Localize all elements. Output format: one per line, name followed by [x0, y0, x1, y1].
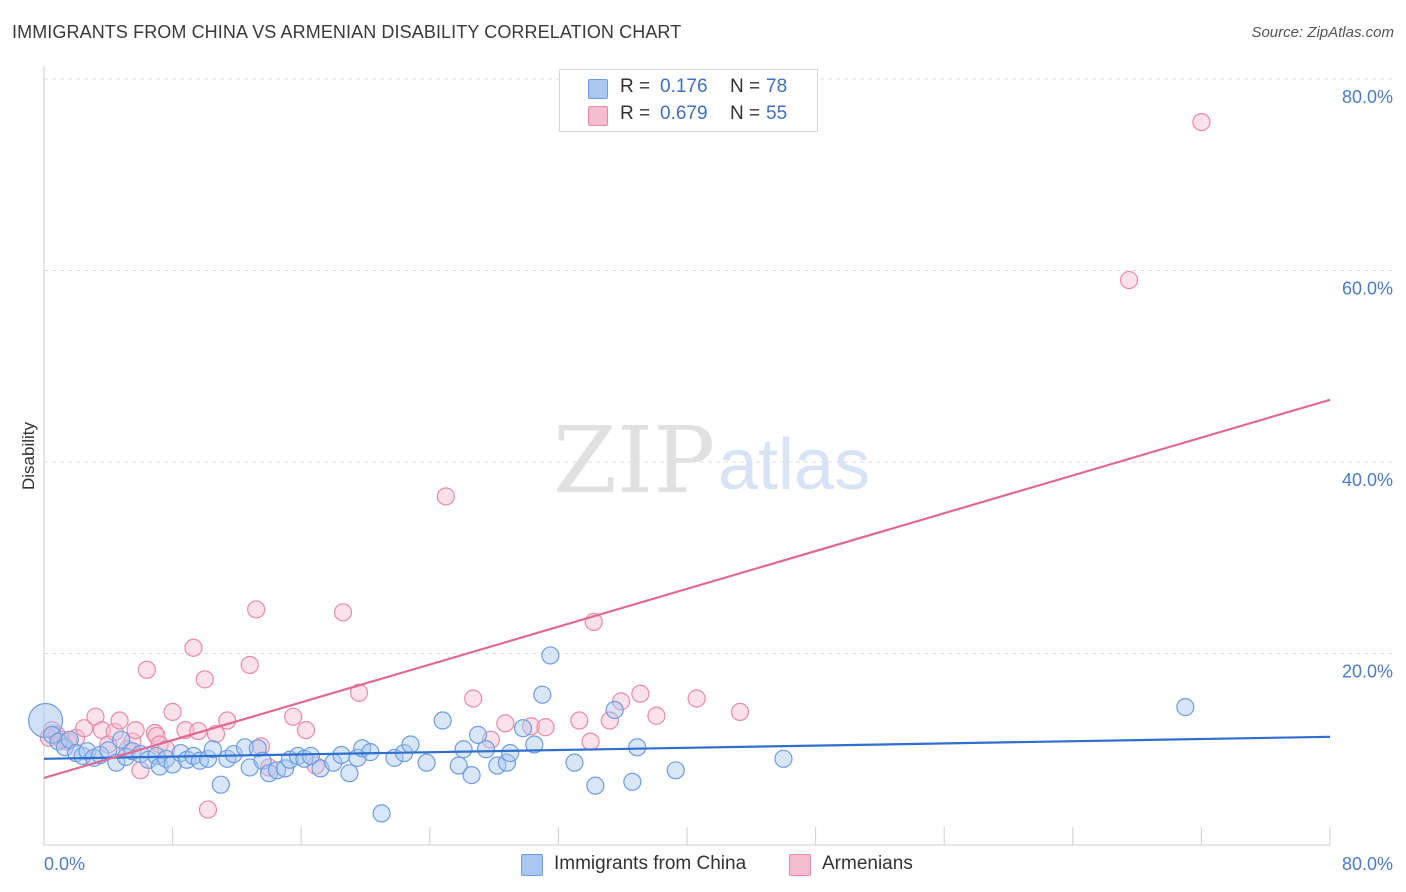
china-point [211, 775, 230, 794]
n-label: N = [730, 103, 761, 124]
china-point [433, 711, 452, 730]
armenians-point [464, 689, 483, 708]
china-swatch [588, 79, 608, 99]
n-label: N = [730, 76, 761, 97]
china-point [28, 702, 64, 739]
r-label: R = [620, 76, 651, 97]
r-value: 0.176 [660, 76, 708, 97]
china-point [513, 719, 533, 738]
armenians-point [137, 660, 156, 679]
china-point [586, 776, 605, 795]
china-point [501, 743, 520, 763]
armenians-point [631, 684, 650, 703]
armenians-point [647, 706, 666, 725]
china-point [42, 725, 62, 744]
china-point [112, 730, 131, 749]
armenians-point [730, 702, 750, 722]
y-tick-labels: 20.0% 40.0% 60.0% 80.0% [1342, 87, 1393, 682]
china-point [468, 725, 488, 744]
legend-label-armenians: Armenians [822, 853, 913, 874]
china-point [1176, 698, 1195, 717]
armenians-point [436, 487, 455, 506]
china-point [462, 766, 481, 785]
x-tick-label: 0.0% [44, 854, 85, 874]
armenians-point [240, 655, 259, 675]
china-point [417, 753, 436, 772]
china-swatch [521, 854, 543, 876]
r-label: R = [620, 103, 651, 124]
armenians-point [296, 720, 316, 740]
r-value: 0.679 [660, 103, 708, 124]
china-point [533, 685, 552, 704]
armenians-point [126, 720, 145, 740]
armenians-point [570, 711, 589, 730]
armenians-point [1119, 270, 1139, 290]
china-point [525, 735, 544, 754]
trend-lines [43, 398, 1331, 780]
armenians-point [496, 714, 515, 733]
china-point [666, 761, 685, 780]
y-tick-label: 40.0% [1342, 470, 1393, 490]
armenians-point [687, 689, 706, 708]
watermark-atlas: atlas [718, 425, 870, 505]
x-tick-label: 80.0% [1342, 854, 1393, 874]
armenians-trend-line [43, 398, 1331, 780]
china-point [372, 804, 391, 823]
china-point [401, 735, 420, 754]
china-point [276, 759, 295, 778]
china-point [541, 646, 560, 665]
y-tick-label: 80.0% [1342, 87, 1393, 107]
china-trend-line [43, 735, 1331, 760]
chart-title: IMMIGRANTS FROM CHINA VS ARMENIAN DISABI… [12, 22, 682, 42]
n-value: 78 [766, 76, 788, 97]
armenians-point [184, 638, 203, 657]
armenians-swatch [588, 106, 608, 126]
armenians-point [536, 718, 555, 737]
armenians-point [306, 756, 325, 775]
armenians-point [75, 719, 94, 738]
watermark-zip: ZIP [553, 407, 715, 514]
china-point [476, 740, 496, 759]
china-point [623, 772, 642, 791]
china-point [198, 749, 218, 768]
china-point [340, 764, 359, 783]
armenians-point [333, 603, 353, 622]
china-point [332, 745, 351, 765]
armenians-swatch [789, 854, 811, 876]
armenians-point [163, 702, 182, 722]
china-point [628, 738, 647, 757]
armenians-point [198, 800, 218, 819]
y-tick-label: 20.0% [1342, 662, 1393, 682]
china-point [774, 749, 793, 768]
armenians-point [600, 711, 619, 730]
armenians-point [1192, 112, 1211, 132]
correlation-legend: R = 0.176 N = 78 R = 0.679 N = 55 [559, 69, 818, 132]
armenians-point [110, 711, 129, 730]
armenians-point [195, 670, 214, 689]
armenians-point [145, 723, 165, 743]
china-point [203, 740, 222, 759]
source-label: Source: ZipAtlas.com [1251, 24, 1394, 41]
armenians-point [284, 707, 303, 726]
china-point [605, 700, 624, 720]
grid-lines [44, 78, 1392, 654]
china-point [454, 740, 473, 759]
china-point [565, 753, 584, 772]
watermark: ZIP atlas [553, 407, 870, 514]
y-tick-label: 60.0% [1342, 279, 1393, 299]
armenians-point [581, 732, 600, 751]
x-tick-labels: 0.0% 80.0% [44, 854, 1393, 874]
legend-label-china: Immigrants from China [554, 853, 747, 874]
y-axis-label: Disability [19, 421, 38, 490]
n-value: 55 [766, 103, 788, 124]
armenians-point [247, 600, 266, 619]
china-point [224, 744, 243, 764]
china-point [497, 753, 517, 772]
china-point [301, 746, 320, 766]
china-point [449, 756, 468, 775]
